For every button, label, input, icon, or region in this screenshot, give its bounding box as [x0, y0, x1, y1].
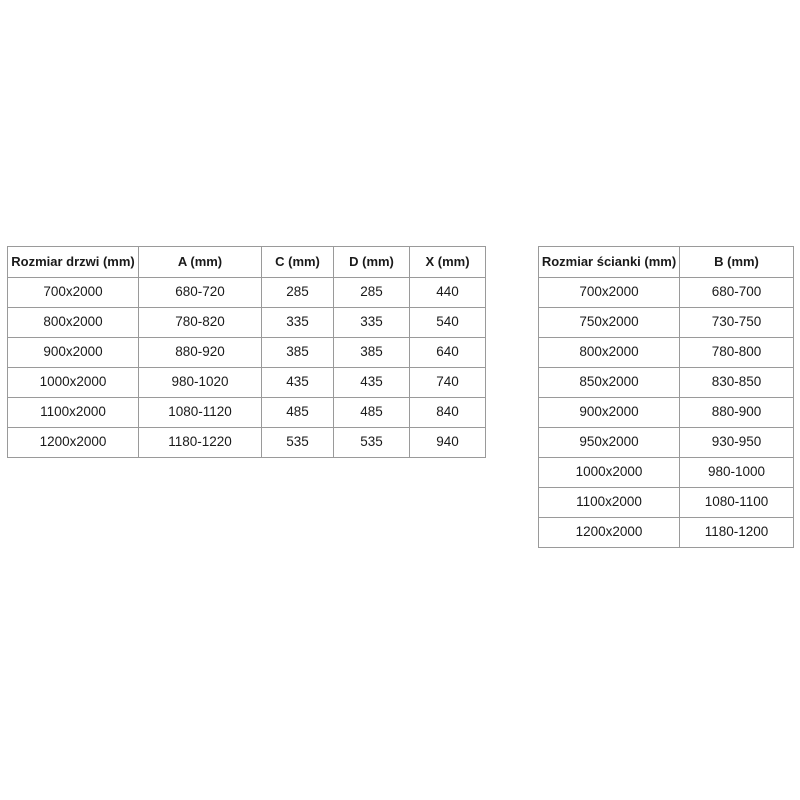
cell-wall-size: 950x2000 [538, 427, 680, 458]
walls-table-header: Rozmiar ścianki (mm) B (mm) [538, 246, 794, 278]
column-header-d: D (mm) [333, 246, 410, 278]
table-header-row: Rozmiar drzwi (mm) A (mm) C (mm) D (mm) … [7, 246, 486, 278]
cell-b: 1080-1100 [679, 487, 794, 518]
table-row: 1000x2000 980-1000 [538, 457, 794, 488]
cell-x: 840 [409, 397, 486, 428]
cell-wall-size: 700x2000 [538, 277, 680, 308]
cell-wall-size: 900x2000 [538, 397, 680, 428]
table-row: 800x2000 780-820 335 335 540 [7, 307, 486, 338]
cell-wall-size: 850x2000 [538, 367, 680, 398]
column-header-door-size: Rozmiar drzwi (mm) [7, 246, 139, 278]
cell-door-size: 700x2000 [7, 277, 139, 308]
cell-door-size: 1000x2000 [7, 367, 139, 398]
cell-a: 1080-1120 [138, 397, 262, 428]
cell-c: 285 [261, 277, 334, 308]
cell-wall-size: 1100x2000 [538, 487, 680, 518]
cell-d: 535 [333, 427, 410, 458]
cell-wall-size: 1200x2000 [538, 517, 680, 548]
cell-b: 730-750 [679, 307, 794, 338]
walls-size-table-container: Rozmiar ścianki (mm) B (mm) 700x2000 680… [538, 246, 794, 548]
cell-b: 930-950 [679, 427, 794, 458]
cell-c: 385 [261, 337, 334, 368]
cell-x: 740 [409, 367, 486, 398]
cell-x: 640 [409, 337, 486, 368]
table-row: 700x2000 680-720 285 285 440 [7, 277, 486, 308]
cell-a: 680-720 [138, 277, 262, 308]
column-header-wall-size: Rozmiar ścianki (mm) [538, 246, 680, 278]
cell-x: 440 [409, 277, 486, 308]
cell-d: 335 [333, 307, 410, 338]
cell-wall-size: 750x2000 [538, 307, 680, 338]
table-row: 1100x2000 1080-1120 485 485 840 [7, 397, 486, 428]
cell-wall-size: 800x2000 [538, 337, 680, 368]
cell-d: 485 [333, 397, 410, 428]
cell-b: 780-800 [679, 337, 794, 368]
cell-x: 540 [409, 307, 486, 338]
cell-a: 780-820 [138, 307, 262, 338]
cell-b: 1180-1200 [679, 517, 794, 548]
table-row: 950x2000 930-950 [538, 427, 794, 458]
cell-a: 1180-1220 [138, 427, 262, 458]
doors-table-body: 700x2000 680-720 285 285 440 800x2000 78… [7, 277, 486, 458]
cell-b: 830-850 [679, 367, 794, 398]
column-header-x: X (mm) [409, 246, 486, 278]
cell-x: 940 [409, 427, 486, 458]
walls-size-table: Rozmiar ścianki (mm) B (mm) 700x2000 680… [538, 246, 794, 548]
table-row: 800x2000 780-800 [538, 337, 794, 368]
doors-size-table: Rozmiar drzwi (mm) A (mm) C (mm) D (mm) … [7, 246, 486, 458]
cell-c: 335 [261, 307, 334, 338]
cell-a: 980-1020 [138, 367, 262, 398]
table-row: 750x2000 730-750 [538, 307, 794, 338]
table-row: 1200x2000 1180-1200 [538, 517, 794, 548]
table-row: 850x2000 830-850 [538, 367, 794, 398]
cell-wall-size: 1000x2000 [538, 457, 680, 488]
cell-d: 385 [333, 337, 410, 368]
cell-d: 435 [333, 367, 410, 398]
cell-door-size: 1100x2000 [7, 397, 139, 428]
cell-b: 680-700 [679, 277, 794, 308]
column-header-a: A (mm) [138, 246, 262, 278]
table-row: 700x2000 680-700 [538, 277, 794, 308]
table-row: 900x2000 880-920 385 385 640 [7, 337, 486, 368]
cell-c: 485 [261, 397, 334, 428]
cell-b: 980-1000 [679, 457, 794, 488]
cell-b: 880-900 [679, 397, 794, 428]
cell-door-size: 1200x2000 [7, 427, 139, 458]
cell-d: 285 [333, 277, 410, 308]
cell-door-size: 900x2000 [7, 337, 139, 368]
table-row: 1000x2000 980-1020 435 435 740 [7, 367, 486, 398]
walls-table-body: 700x2000 680-700 750x2000 730-750 800x20… [538, 277, 794, 548]
table-header-row: Rozmiar ścianki (mm) B (mm) [538, 246, 794, 278]
cell-door-size: 800x2000 [7, 307, 139, 338]
doors-size-table-container: Rozmiar drzwi (mm) A (mm) C (mm) D (mm) … [7, 246, 486, 458]
column-header-c: C (mm) [261, 246, 334, 278]
cell-c: 435 [261, 367, 334, 398]
doors-table-header: Rozmiar drzwi (mm) A (mm) C (mm) D (mm) … [7, 246, 486, 278]
cell-a: 880-920 [138, 337, 262, 368]
table-row: 900x2000 880-900 [538, 397, 794, 428]
table-row: 1200x2000 1180-1220 535 535 940 [7, 427, 486, 458]
table-row: 1100x2000 1080-1100 [538, 487, 794, 518]
cell-c: 535 [261, 427, 334, 458]
column-header-b: B (mm) [679, 246, 794, 278]
